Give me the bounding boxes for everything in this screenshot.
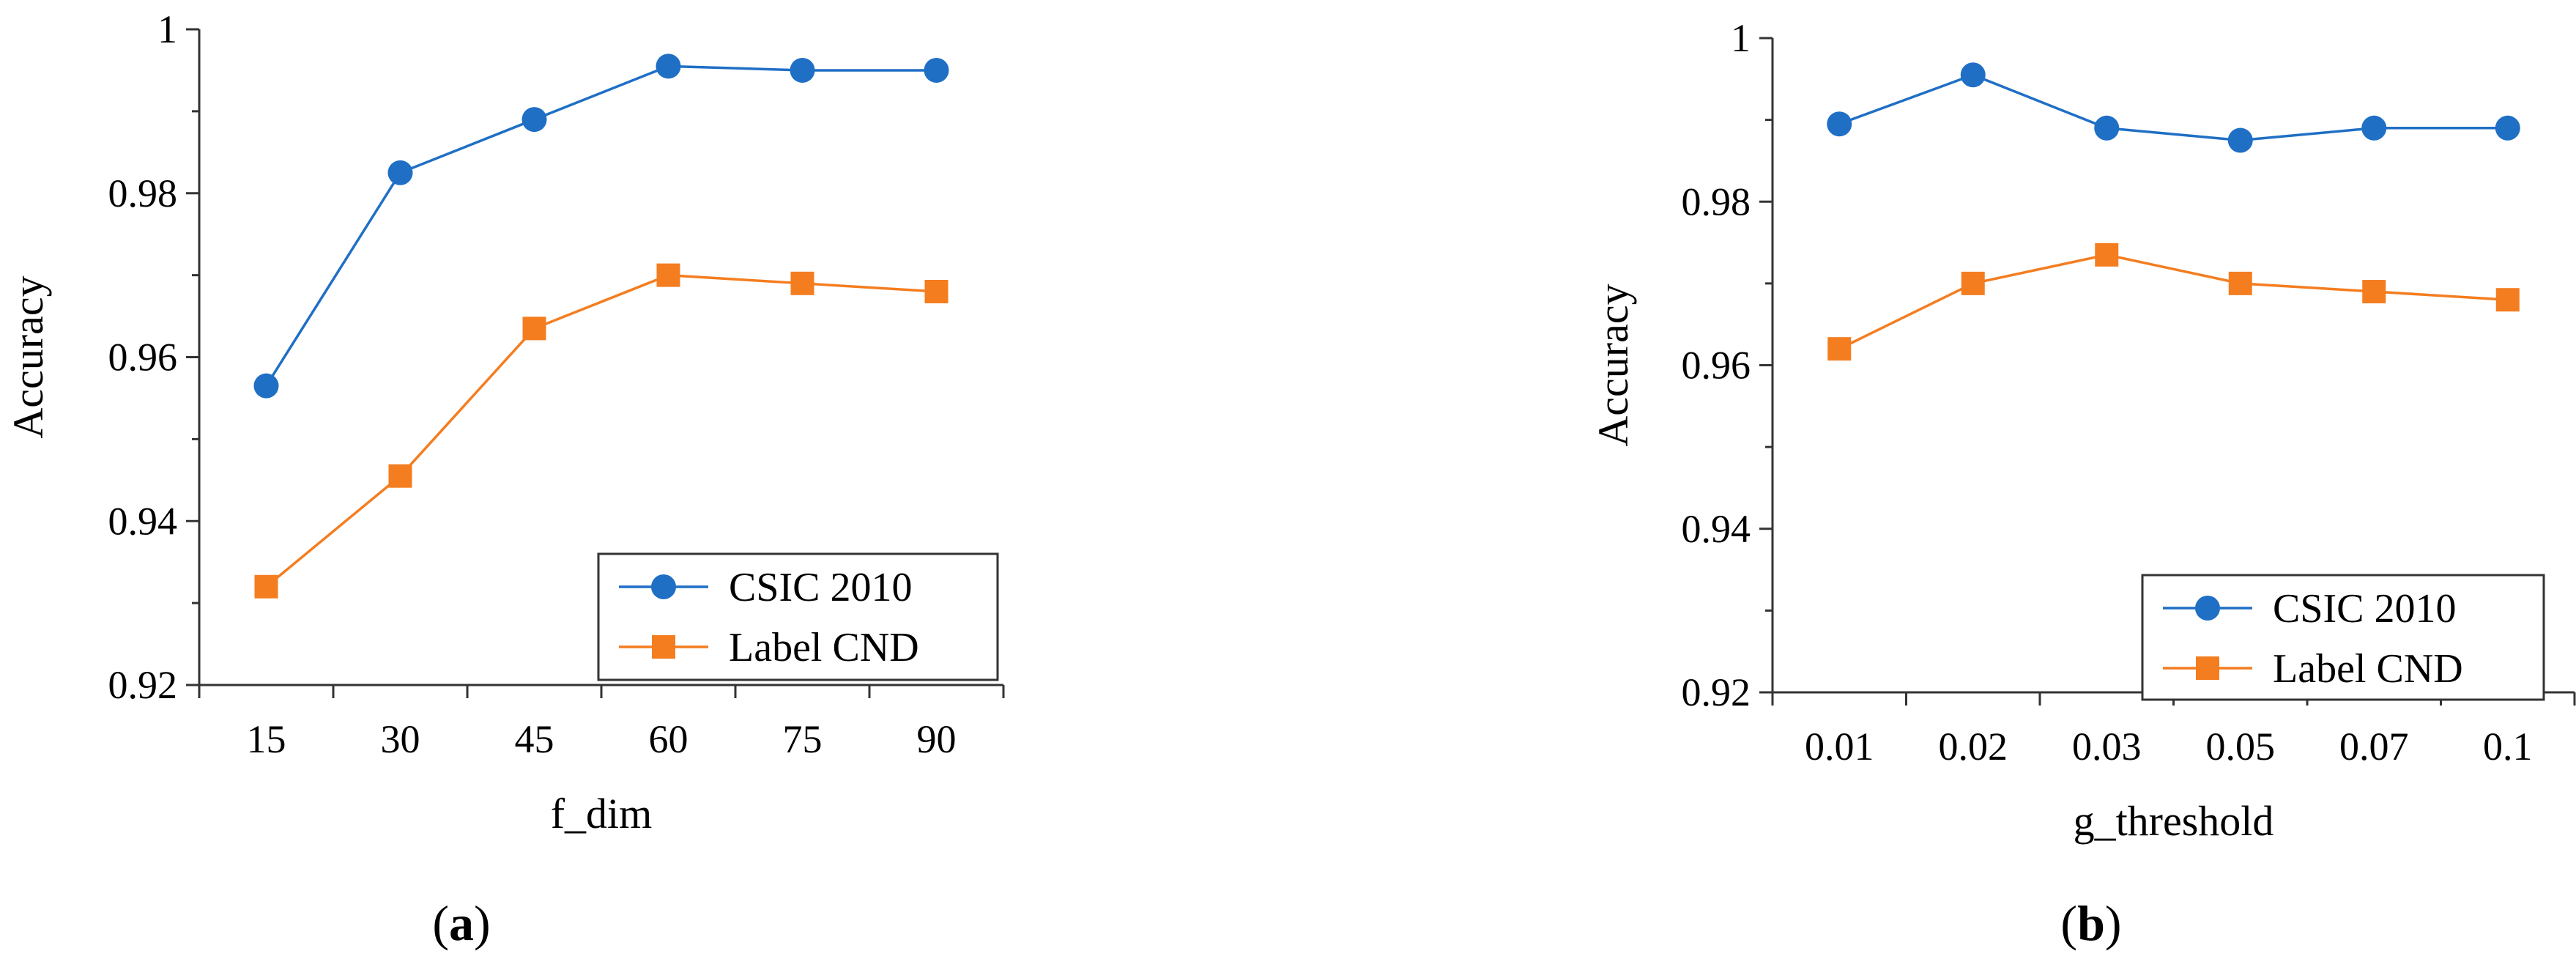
x-tick-label: 30 — [381, 717, 420, 761]
data-point — [924, 57, 949, 83]
x-tick-label: 0.07 — [2339, 725, 2409, 769]
x-tick-label: 75 — [783, 717, 823, 761]
data-point — [2094, 115, 2120, 141]
y-tick-label: 0.92 — [1682, 670, 1751, 714]
legend-marker — [2195, 596, 2220, 621]
legend-label: CSIC 2010 — [729, 565, 913, 610]
panel-label: (b) — [2060, 895, 2121, 951]
x-tick-label: 0.01 — [1805, 725, 1874, 769]
series-line — [1838, 253, 2508, 350]
x-tick-label: 60 — [649, 717, 688, 761]
y-tick-label: 0.94 — [1682, 507, 1751, 551]
y-axis-title: Accuracy — [4, 275, 52, 438]
legend-label: CSIC 2010 — [2273, 586, 2457, 632]
data-point — [253, 373, 279, 399]
data-point — [790, 271, 814, 295]
data-point — [924, 280, 949, 303]
x-tick-label: 0.03 — [2072, 725, 2142, 769]
y-tick-label: 0.98 — [108, 171, 178, 215]
data-point — [2361, 115, 2387, 141]
data-point — [521, 107, 547, 133]
chart-panel-a: 0.92 0.94 0.96 0.98 1 15 30 45 60 75 90 f_dim Accura… — [4, 7, 1005, 951]
y-tick-label: 0.92 — [108, 663, 178, 707]
series-line — [1838, 73, 2508, 142]
data-point — [1960, 62, 1986, 88]
y-tick-label: 0.98 — [1682, 179, 1751, 223]
x-tick-label: 0.1 — [2483, 725, 2533, 769]
y-tick-label: 0.96 — [1682, 344, 1751, 388]
data-point — [2495, 288, 2520, 312]
legend-marker — [651, 574, 676, 599]
panel-label: (a) — [432, 895, 490, 951]
x-tick-label: 45 — [515, 717, 554, 761]
y-tick-label: 0.96 — [108, 336, 178, 380]
x-axis-title: f_dim — [551, 790, 653, 837]
data-point — [254, 574, 278, 599]
data-point — [2095, 242, 2119, 267]
y-axis-title: Accuracy — [1589, 284, 1637, 446]
legend-marker — [652, 635, 675, 659]
data-point — [1961, 271, 1985, 295]
data-point — [1827, 337, 1852, 361]
data-point — [387, 160, 413, 185]
data-point — [790, 57, 815, 83]
data-point — [2227, 127, 2253, 153]
data-point — [1827, 111, 1852, 137]
x-axis-title: g_threshold — [2074, 797, 2274, 845]
data-point — [2228, 271, 2252, 295]
legend-label: Label CND — [729, 625, 919, 670]
series-line — [265, 273, 937, 588]
data-point — [2362, 280, 2386, 304]
chart-panel-b: 0.92 0.94 0.96 0.98 1 0.01 0.02 0.03 0.05 0.07 0.1… — [1589, 16, 2576, 951]
data-point — [522, 316, 546, 341]
series-line — [265, 64, 937, 387]
x-tick-label: 15 — [247, 717, 286, 761]
x-tick-label: 0.05 — [2206, 725, 2276, 769]
data-point — [2495, 115, 2520, 141]
data-point — [656, 263, 680, 287]
y-tick-label: 1 — [1731, 16, 1751, 60]
x-tick-label: 90 — [917, 717, 957, 761]
y-tick-label: 0.94 — [108, 499, 178, 543]
data-point — [656, 53, 681, 79]
legend-label: Label CND — [2273, 646, 2463, 692]
legend-marker — [2196, 656, 2219, 680]
data-point — [388, 464, 412, 488]
y-tick-label: 1 — [157, 7, 177, 51]
x-tick-label: 0.02 — [1939, 725, 2008, 769]
